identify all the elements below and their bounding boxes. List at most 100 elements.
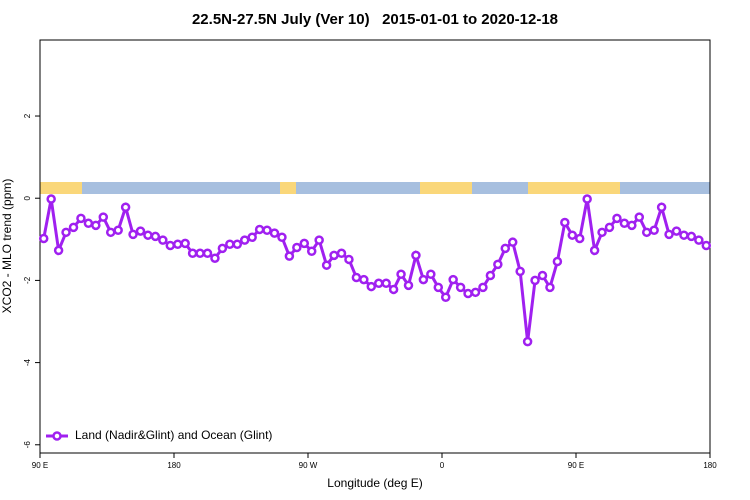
point — [515, 266, 525, 277]
point — [641, 227, 652, 238]
point — [373, 278, 384, 289]
point — [210, 253, 220, 263]
point — [195, 248, 205, 259]
point — [582, 194, 592, 204]
point — [686, 231, 697, 242]
point — [172, 239, 183, 249]
point — [284, 251, 295, 261]
y-tick-label: 0 — [23, 195, 32, 200]
point — [463, 288, 473, 299]
point — [381, 278, 391, 289]
point — [61, 227, 71, 238]
point — [105, 227, 116, 238]
point — [359, 274, 369, 285]
point — [612, 213, 622, 224]
point — [418, 274, 429, 285]
point — [98, 212, 109, 222]
point — [493, 259, 503, 270]
point — [619, 218, 630, 229]
plot-frame — [39, 39, 711, 454]
point — [701, 240, 712, 251]
point — [128, 229, 138, 240]
point — [76, 213, 86, 224]
point — [552, 256, 563, 267]
x-axis-label: Longitude (deg E) — [327, 476, 422, 490]
point — [634, 212, 645, 222]
point — [344, 254, 354, 265]
point — [321, 260, 332, 270]
x-tick-label: 180 — [703, 461, 717, 470]
legend-label: Land (Nadir&Glint) and Ocean (Glint) — [75, 428, 272, 442]
point — [448, 274, 458, 285]
point — [180, 238, 190, 249]
point — [143, 230, 153, 240]
point — [120, 202, 131, 213]
point — [336, 248, 347, 259]
point — [396, 269, 406, 279]
point — [604, 222, 615, 233]
point — [500, 243, 511, 254]
point — [455, 282, 466, 293]
point — [239, 235, 250, 245]
point — [679, 230, 689, 240]
point — [135, 226, 146, 236]
point — [545, 282, 555, 293]
y-axis-label: XCO2 - MLO trend (ppm) — [0, 179, 14, 314]
point — [247, 232, 257, 243]
point — [478, 282, 488, 293]
point — [649, 225, 659, 236]
y-tick-label: 2 — [23, 113, 32, 118]
y-tick-label: -4 — [23, 358, 32, 366]
point — [440, 292, 451, 303]
point — [530, 275, 540, 286]
point — [589, 245, 600, 256]
point — [351, 272, 362, 283]
point — [426, 269, 436, 279]
point — [366, 281, 377, 292]
y-tick-label: -6 — [23, 441, 32, 449]
point — [53, 245, 64, 256]
point — [292, 242, 302, 253]
x-tick-label: 90 W — [299, 461, 318, 470]
point — [38, 233, 49, 244]
point — [567, 230, 578, 240]
point — [507, 237, 518, 247]
point — [403, 280, 414, 291]
chart-title: 22.5N-27.5N July (Ver 10) 2015-01-01 to … — [192, 11, 558, 28]
point — [314, 235, 324, 245]
point — [150, 231, 161, 242]
point — [46, 194, 56, 204]
point — [537, 270, 548, 281]
x-tick-label: 90 E — [568, 461, 584, 470]
point — [664, 229, 674, 240]
point — [165, 240, 176, 251]
point — [671, 226, 682, 236]
point — [597, 227, 607, 238]
point — [522, 336, 533, 347]
y-tick-label: -2 — [23, 276, 32, 284]
point — [262, 225, 272, 236]
point — [329, 250, 339, 261]
point — [433, 282, 444, 293]
point — [158, 235, 168, 245]
point — [485, 270, 496, 281]
point — [91, 220, 101, 231]
point — [470, 287, 481, 298]
x-tick-label: 0 — [440, 461, 445, 470]
x-tick-label: 180 — [167, 461, 181, 470]
point — [560, 217, 570, 228]
point — [187, 248, 198, 259]
point — [306, 246, 317, 256]
point — [217, 243, 228, 254]
point — [277, 232, 287, 243]
series-line — [42, 198, 708, 342]
point — [254, 224, 265, 235]
point — [68, 222, 79, 233]
point — [83, 218, 94, 229]
point — [627, 220, 637, 231]
map-strip — [40, 182, 710, 194]
legend-marker — [52, 431, 62, 441]
point — [411, 250, 421, 261]
point — [574, 233, 585, 244]
